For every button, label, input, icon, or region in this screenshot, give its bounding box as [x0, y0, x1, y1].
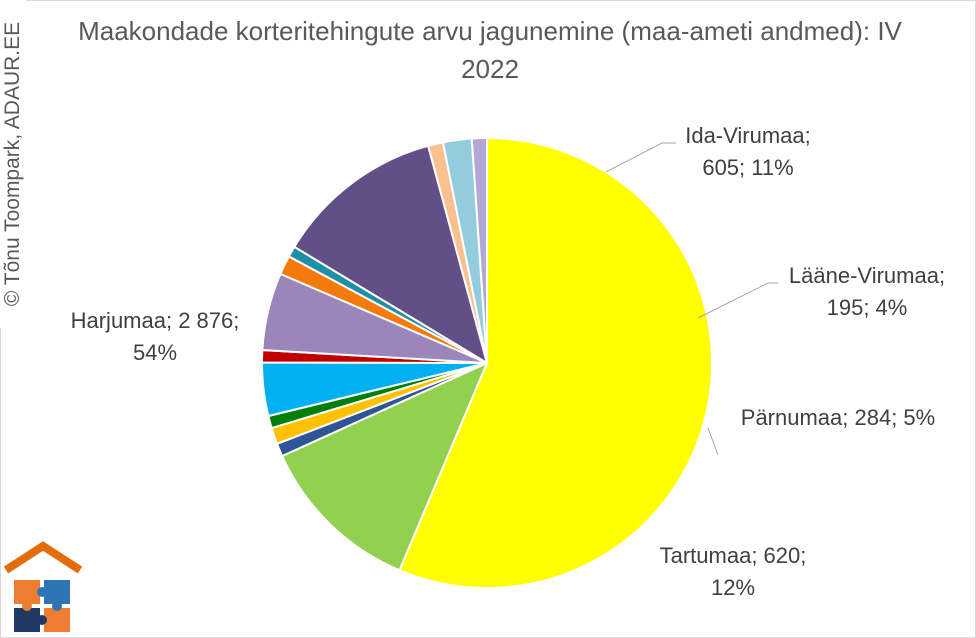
- data-label: Tartumaa; 620;: [660, 543, 807, 568]
- data-label: Ida-Virumaa;: [685, 123, 811, 148]
- pie-slices: [260, 136, 713, 589]
- logo-knob: [37, 615, 47, 625]
- leader-line: [707, 427, 719, 456]
- logo-piece: [44, 580, 70, 604]
- pie-slice: [292, 144, 489, 366]
- data-label: 195; 4%: [827, 295, 908, 320]
- pie-slice: [398, 136, 713, 589]
- data-labels: Harjumaa; 2 876; 54% Ida-Virumaa; 605; 11% L…: [71, 123, 945, 600]
- chart-title: Maakondade korteritehingute arvu jagunem…: [78, 16, 902, 84]
- logo-roof: [3, 541, 83, 574]
- logo-piece: [44, 608, 70, 632]
- data-label: 605; 11%: [702, 155, 793, 180]
- leader-line: [697, 282, 778, 319]
- pie-slice: [470, 136, 488, 364]
- data-label: Harjumaa; 2 876;: [71, 308, 240, 333]
- pie-slice: [280, 361, 489, 572]
- data-label: Lääne-Virumaa;: [789, 263, 945, 288]
- logo-knob: [22, 601, 32, 611]
- logo-knob: [37, 587, 47, 597]
- data-label: Pärnumaa; 284; 5%: [741, 405, 935, 430]
- logo-piece: [14, 608, 40, 632]
- leader-line: [605, 142, 676, 173]
- leader-lines: [605, 142, 778, 456]
- logo-piece: [14, 580, 40, 604]
- logo-knob: [52, 601, 62, 611]
- data-label: 54%: [133, 340, 177, 365]
- adaur-logo: [3, 541, 83, 632]
- data-label: 12%: [711, 575, 755, 600]
- watermark: © Tõnu Toompark, ADAUR.EE: [0, 0, 26, 328]
